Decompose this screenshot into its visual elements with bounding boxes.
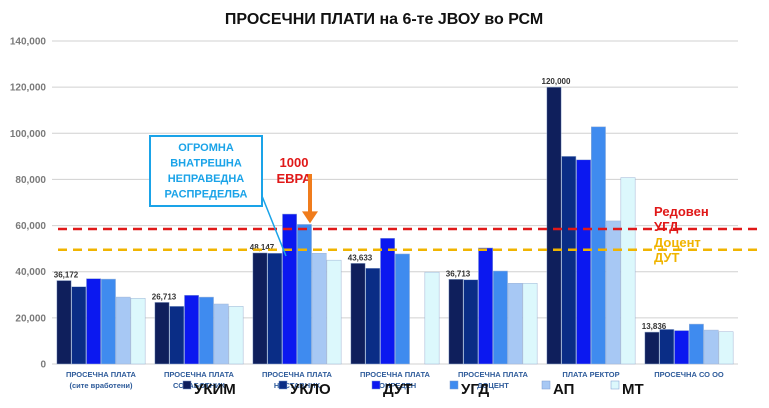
bar-УКИМ-4: [448, 279, 464, 365]
bar-МТ-0: [130, 297, 146, 365]
legend-swatch-УГД: [449, 380, 459, 390]
bar-МТ-6: [718, 331, 734, 365]
y-tick-label: 120,000: [10, 83, 47, 94]
bar-АП-4: [507, 283, 523, 365]
legend-swatch-УКИМ: [182, 380, 192, 390]
legend-swatch-ДУТ: [371, 380, 381, 390]
bar-УГД-5: [591, 126, 606, 365]
y-tick-label: 140,000: [10, 37, 47, 48]
bar-ДУТ-1: [184, 294, 199, 365]
data-label: 43,633: [348, 253, 373, 262]
callout-text: ВНАТРЕШНА: [170, 158, 242, 170]
bar-УКЛО-6: [659, 329, 675, 365]
legend-swatch-АП: [541, 380, 551, 390]
bar-УГД-0: [101, 278, 116, 365]
euro-note-text: 1000: [280, 155, 309, 170]
bar-МТ-1: [228, 306, 244, 365]
category-label: ПРОСЕЧНА ПЛАТА: [262, 370, 333, 379]
data-label: 36,172: [54, 271, 79, 280]
category-label: НАСТАВНИК: [274, 381, 321, 390]
reference-line-label: УГД: [654, 219, 679, 234]
y-tick-label: 40,000: [15, 267, 46, 278]
legend-label: УКЛО: [290, 381, 331, 398]
bar-УГД-6: [689, 323, 704, 365]
bar-УКИМ-2: [252, 252, 268, 365]
category-label: ПРОСЕЧНА ПЛАТА: [458, 370, 529, 379]
legend-label: УГД: [461, 381, 489, 398]
callout-box: [149, 135, 263, 207]
bar-УГД-2: [297, 224, 312, 365]
reference-line-label: Редовен: [654, 204, 709, 219]
chart-title: ПРОСЕЧНИ ПЛАТИ на 6-те ЈВОУ во РСМ: [225, 11, 543, 28]
bar-ДУТ-4: [478, 247, 494, 365]
arrow-head: [302, 211, 318, 224]
legend-swatch-МТ: [610, 380, 620, 390]
category-label: СОРАБОТНИК: [173, 381, 225, 390]
bar-УКИМ-0: [56, 280, 72, 365]
bar-УКИМ-3: [350, 263, 366, 365]
bar-АП-2: [311, 253, 327, 365]
reference-line-label: ДУТ: [654, 250, 680, 265]
data-label: 120,000: [542, 77, 571, 86]
bar-АП-1: [213, 303, 229, 365]
bar-УГД-1: [199, 296, 214, 365]
bar-ДУТ-3: [380, 238, 396, 365]
bar-УГД-4: [493, 270, 508, 365]
bar-УГД-3: [395, 253, 410, 365]
category-label: ПРОСЕЧНА СО ОО: [654, 370, 724, 379]
bar-МТ-3: [424, 271, 440, 365]
bar-УКЛО-4: [463, 279, 479, 365]
bar-УКЛО-3: [365, 268, 381, 365]
bar-МТ-5: [620, 177, 636, 365]
category-label: ДОЦЕНТ: [477, 381, 509, 390]
y-tick-label: 60,000: [15, 221, 46, 232]
bar-УКЛО-2: [267, 253, 283, 365]
bar-ДУТ-5: [576, 159, 592, 365]
data-label: 48,147: [250, 243, 275, 252]
legend-label: АП: [553, 381, 574, 398]
callout-pointer: [261, 195, 287, 257]
legend-label: МТ: [622, 381, 644, 398]
euro-note-text: ЕВРА: [277, 171, 313, 186]
category-label: ПРОСЕЧНА ПЛАТА: [66, 370, 137, 379]
reference-line-label: Доцент: [654, 235, 701, 250]
bar-ДУТ-2: [282, 213, 298, 365]
bar-ДУТ-0: [86, 278, 101, 365]
legend-swatch-УКЛО: [278, 380, 288, 390]
category-label: ПРОСЕЧНА ПЛАТА: [360, 370, 431, 379]
data-label: 36,713: [446, 269, 471, 278]
callout-text: ОГРОМНА: [178, 142, 234, 154]
data-label: 13,836: [642, 322, 667, 331]
y-tick-label: 80,000: [15, 175, 46, 186]
bar-УКИМ-5: [546, 86, 562, 365]
bar-АП-6: [703, 329, 719, 365]
callout-text: РАСПРЕДЕЛБА: [165, 189, 248, 201]
bar-УКЛО-5: [561, 156, 577, 365]
y-tick-label: 100,000: [10, 129, 47, 140]
category-label: ПЛАТА РЕКТОР: [562, 370, 619, 379]
y-tick-label: 0: [40, 360, 46, 371]
bar-УКИМ-1: [154, 302, 170, 365]
category-label: (сите вработени): [69, 381, 133, 390]
category-label: ВОНРЕДЕН: [374, 381, 416, 390]
bar-УКЛО-1: [169, 306, 185, 365]
bar-УКЛО-0: [71, 286, 87, 365]
bar-МТ-2: [326, 259, 342, 365]
bar-АП-5: [605, 220, 621, 365]
legend-label: УКИМ: [194, 381, 236, 398]
callout-text: НЕПРАВЕДНА: [168, 173, 245, 185]
bar-УКИМ-6: [644, 331, 660, 365]
category-label: ПРОСЕЧНА ПЛАТА: [164, 370, 235, 379]
y-tick-label: 20,000: [15, 313, 46, 324]
bar-АП-0: [115, 296, 131, 365]
bar-МТ-4: [522, 283, 538, 365]
legend-label: ДУТ: [383, 381, 412, 398]
bar-ДУТ-6: [674, 330, 690, 365]
data-label: 26,713: [152, 292, 177, 301]
